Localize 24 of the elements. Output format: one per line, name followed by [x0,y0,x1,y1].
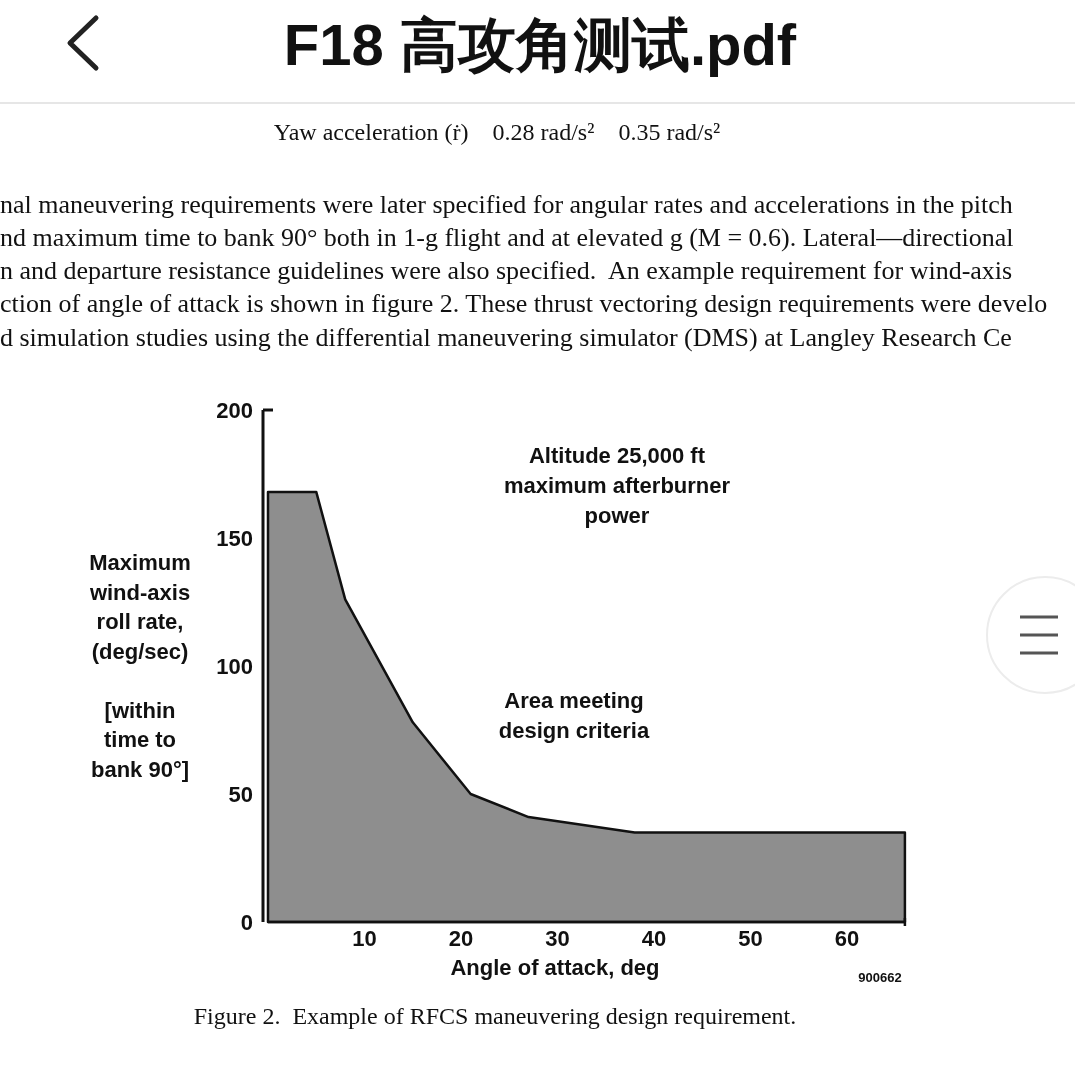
text: 900662 [858,970,902,985]
text: Figure 2. Example of RFCS maneuvering design requirement. [193,1003,797,1029]
text: Yaw acceleration (ṙ) 0.28 rad/s² 0.35 rad/s² [273,119,721,145]
text: nal maneuvering requirements were later specified for angular rates and accelerations in the pitch [0,190,1013,219]
x-tick-label: 50 [738,926,763,951]
x-tick-label: 30 [545,926,570,951]
text: n and departure resistance guidelines were also specified. An example requirement for wind-axis [0,256,1013,285]
text: nd maximum time to bank 90° both in 1-g flight and at elevated g (M = 0.6). Lateral—directional [0,223,1014,252]
x-tick-label: 10 [352,926,377,951]
text: ction of angle of attack is shown in figure 2. These thrust vectoring design requirements were develo [0,289,1048,318]
text: d simulation studies using the differential maneuvering simulator (DMS) at Langley Research Ce [0,323,1012,352]
y-tick-label: 200 [216,398,253,423]
y-tick-label: 50 [228,782,253,807]
y-tick-label: 0 [240,910,253,935]
y-tick-label: 100 [216,654,253,679]
text: F18 高攻角测试.pdf [283,12,797,77]
x-axis-title: Angle of attack, deg [450,955,660,980]
x-tick-label: 60 [834,926,860,951]
annotation: Area meeting design criteria [498,688,650,743]
text: Maximum wind-axis roll rate, (deg/sec) [within time to bank 90°] [89,550,191,782]
x-tick-label: 20 [448,926,474,951]
y-tick-label: 150 [216,526,253,551]
x-tick-label: 40 [641,926,667,951]
annotation: Altitude 25,000 ft maximum afterburner power [503,443,731,528]
